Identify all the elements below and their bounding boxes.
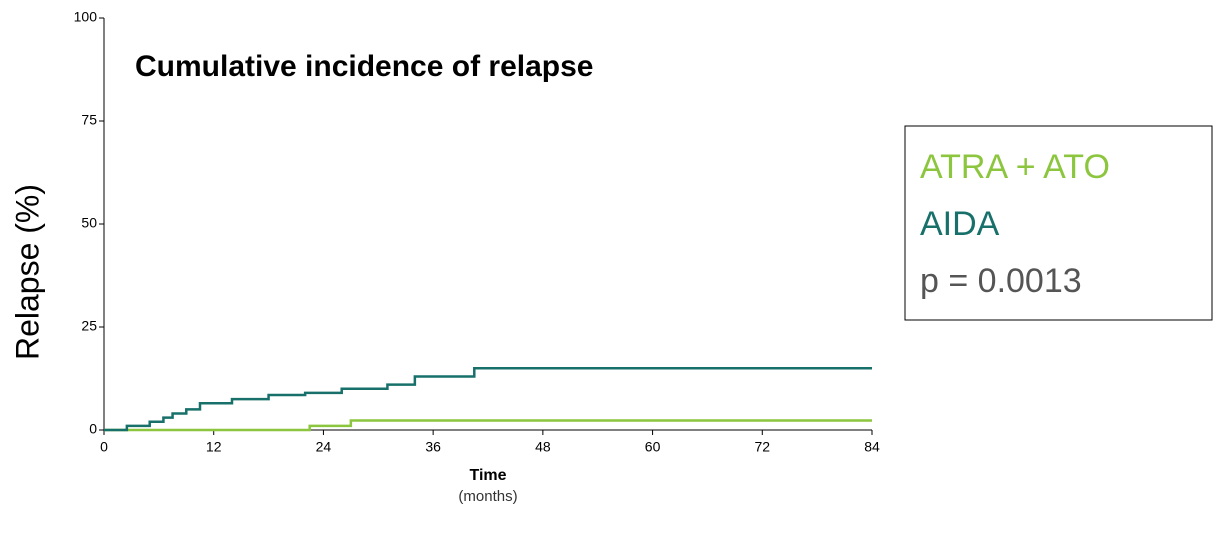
y-tick-label: 50 [81, 215, 97, 231]
legend-entry: ATRA + ATO [920, 148, 1110, 186]
x-axis-note: (months) [458, 488, 517, 505]
x-tick-label: 12 [206, 439, 222, 455]
x-tick-label: 60 [645, 439, 661, 455]
x-tick-label: 72 [754, 439, 770, 455]
x-tick-label: 24 [316, 439, 332, 455]
legend-box [904, 125, 1213, 321]
y-tick-label: 75 [81, 112, 97, 128]
x-tick-label: 84 [864, 439, 880, 455]
x-axis-label: Time [469, 467, 506, 484]
chart-title: Cumulative incidence of relapse [135, 50, 593, 83]
series-line [104, 419, 872, 432]
legend-entry: AIDA [920, 205, 1000, 243]
x-tick-label: 48 [535, 439, 551, 455]
y-axis-label: Relapse (%) [9, 184, 45, 360]
y-tick-label: 0 [89, 421, 97, 437]
legend: ATRA + ATO AIDA [920, 148, 1110, 243]
x-tick-label: 36 [425, 439, 441, 455]
x-tick-label: 0 [100, 439, 108, 455]
p-value: p = 0.0013 [920, 262, 1082, 300]
series-line [104, 366, 872, 432]
y-tick-label: 100 [74, 9, 98, 25]
y-tick-label: 25 [81, 318, 97, 334]
